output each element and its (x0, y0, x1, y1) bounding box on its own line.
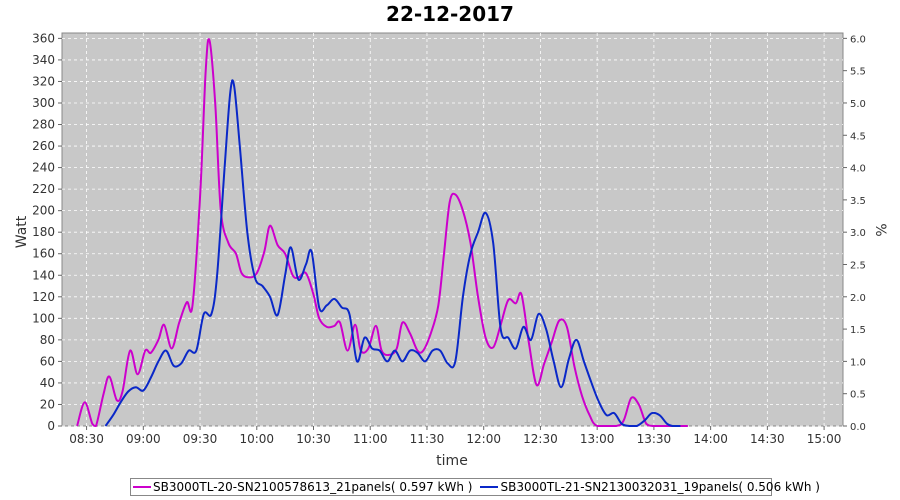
legend-swatch-series-1 (133, 486, 151, 488)
x-tick-label: 13:30 (637, 432, 672, 446)
y2-tick-label: 1.5 (850, 325, 866, 336)
y2-tick-label: 3.5 (850, 196, 866, 207)
y-tick-label: 80 (40, 333, 55, 347)
x-tick-label: 12:00 (466, 432, 501, 446)
legend-label-series-1: SB3000TL-20-SN2100578613_21panels( 0.597… (153, 480, 473, 494)
y2-axis: 0.0 0.5 1.0 1.5 2.0 2.5 3.0 3.5 4.0 4.5 5.0 5.5 6.0 (843, 34, 866, 433)
y2-tick-label: 2.0 (850, 293, 866, 304)
y-axis: 0 20 40 60 80 100 120 140 160 180 200 220 240 260 280 3… (32, 31, 62, 433)
x-tick-label: 08:30 (69, 432, 104, 446)
y-tick-label: 140 (32, 268, 55, 282)
legend-swatch-series-2 (480, 486, 499, 488)
y2-tick-label: 3.0 (850, 228, 866, 239)
chart-title: 22-12-2017 (386, 2, 514, 26)
x-tick-label: 13:00 (580, 432, 615, 446)
y2-tick-label: 1.0 (850, 357, 866, 368)
y-tick-label: 0 (47, 419, 55, 433)
y-tick-label: 100 (32, 311, 55, 325)
y-tick-label: 360 (32, 31, 55, 45)
x-axis: 08:30 09:00 09:30 10:00 10:30 11:00 11:30 12:00… (69, 426, 841, 446)
y2-tick-label: 5.0 (850, 99, 866, 110)
x-tick-label: 11:30 (410, 432, 445, 446)
x-tick-label: 09:00 (126, 432, 161, 446)
x-tick-label: 09:30 (183, 432, 218, 446)
y2-tick-label: 4.5 (850, 131, 866, 142)
y-tick-label: 300 (32, 96, 55, 110)
legend-label-series-2: SB3000TL-21-SN2130032031_19panels( 0.506… (500, 480, 820, 494)
y-tick-label: 260 (32, 139, 55, 153)
y-tick-label: 280 (32, 118, 55, 132)
x-tick-label: 14:00 (693, 432, 728, 446)
y2-tick-label: 5.5 (850, 67, 866, 78)
x-axis-label: time (436, 453, 468, 469)
y-tick-label: 220 (32, 182, 55, 196)
legend-item-series-2: SB3000TL-21-SN2130032031_19panels( 0.506… (480, 480, 820, 494)
y2-tick-label: 0.0 (850, 422, 866, 433)
x-tick-label: 11:00 (353, 432, 388, 446)
x-tick-label: 14:30 (750, 432, 785, 446)
series-line-2 (104, 79, 681, 427)
y-tick-label: 320 (32, 74, 55, 88)
y-tick-label: 120 (32, 290, 55, 304)
y-tick-label: 60 (40, 354, 55, 368)
y2-tick-label: 2.5 (850, 260, 866, 271)
x-tick-label: 10:00 (239, 432, 274, 446)
y2-tick-label: 0.5 (850, 390, 866, 401)
y-tick-label: 340 (32, 53, 55, 67)
y-tick-label: 40 (40, 376, 55, 390)
y2-axis-label: % (872, 223, 888, 236)
x-tick-label: 12:30 (523, 432, 558, 446)
plot-area (61, 32, 844, 427)
grid (62, 33, 843, 427)
x-tick-label: 15:00 (807, 432, 842, 446)
y-axis-label: Watt (14, 215, 30, 248)
y-tick-label: 180 (32, 225, 55, 239)
y2-tick-label: 4.0 (850, 164, 866, 175)
x-tick-label: 10:30 (296, 432, 331, 446)
legend: SB3000TL-20-SN2100578613_21panels( 0.597… (130, 478, 820, 496)
series-line-1 (76, 38, 688, 427)
legend-item-series-1: SB3000TL-20-SN2100578613_21panels( 0.597… (133, 480, 472, 494)
y-tick-label: 240 (32, 161, 55, 175)
series-group (76, 38, 688, 427)
y-tick-label: 20 (40, 397, 55, 411)
y-tick-label: 160 (32, 247, 55, 261)
y-tick-label: 200 (32, 204, 55, 218)
y2-tick-label: 6.0 (850, 34, 866, 45)
